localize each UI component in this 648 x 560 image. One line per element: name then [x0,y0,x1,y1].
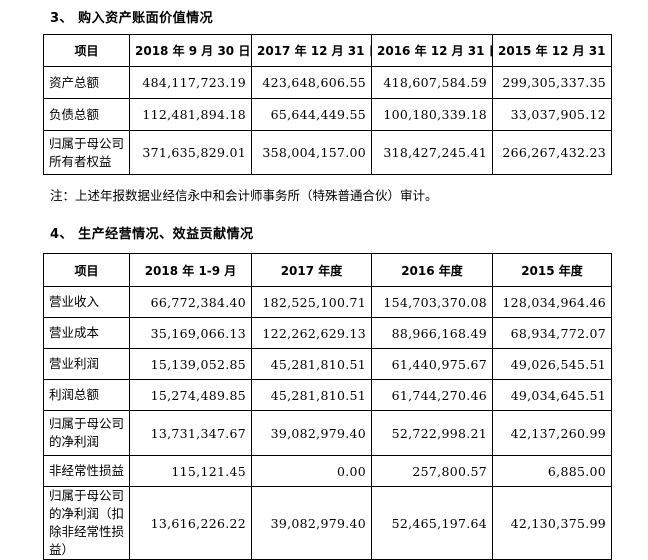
section-title-operations: 4、 生产经营情况、效益贡献情况 [50,227,254,242]
cell-value: 61,440,975.67 [371,348,493,380]
cell-value: 33,037,905.12 [492,98,612,131]
cell-value: 318,427,245.41 [371,130,493,175]
cell-value: 358,004,157.00 [251,130,372,175]
table-row: 负债总额 112,481,894.18 65,644,449.55 100,18… [43,98,612,131]
cell-value: 100,180,339.18 [371,98,493,131]
cell-value: 42,137,260.99 [492,410,612,456]
col-header: 项目 [43,34,130,67]
cell-value: 45,281,810.51 [251,379,372,411]
table-row: 归属于母公司所有者权益 371,635,829.01 358,004,157.0… [43,130,612,175]
cell-value: 112,481,894.18 [129,98,252,131]
cell-value: 15,139,052.85 [129,348,252,380]
cell-value: 61,744,270.46 [371,379,493,411]
col-header: 2016 年度 [371,253,493,287]
cell-value: 39,082,979.40 [251,486,372,560]
cell-value: 13,731,347.67 [129,410,252,456]
cell-value: 299,305,337.35 [492,66,612,99]
col-header: 2016 年 12 月 31 日 [371,34,493,67]
section-title-assets: 3、 购入资产账面价值情况 [50,11,214,26]
row-label: 归属于母公司所有者权益 [43,130,130,175]
col-header: 2015 年度 [492,253,612,287]
cell-value: 154,703,370.08 [371,286,493,318]
cell-value: 371,635,829.01 [129,130,252,175]
cell-value: 6,885.00 [492,455,612,487]
cell-value: 257,800.57 [371,455,493,487]
col-header: 2018 年 9 月 30 日 [129,34,252,67]
col-header: 项目 [43,253,130,287]
table-row: 非经常性损益 115,121.45 0.00 257,800.57 6,885.… [43,455,612,487]
cell-value: 115,121.45 [129,455,252,487]
table-row: 营业利润 15,139,052.85 45,281,810.51 61,440,… [43,348,612,380]
cell-value: 128,034,964.46 [492,286,612,318]
row-label: 资产总额 [43,66,130,99]
cell-value: 65,644,449.55 [251,98,372,131]
cell-value: 88,966,168.49 [371,317,493,349]
cell-value: 52,722,998.21 [371,410,493,456]
table-row: 营业成本 35,169,066.13 122,262,629.13 88,966… [43,317,612,349]
table-row: 归属于母公司的净利润（扣除非经常性损益） 13,616,226.22 39,08… [43,486,612,560]
col-header: 2017 年 12 月 31 日 [251,34,372,67]
row-label: 归属于母公司的净利润（扣除非经常性损益） [43,486,130,560]
cell-value: 182,525,100.71 [251,286,372,318]
col-header: 2015 年 12 月 31 日 [492,34,612,67]
table-row: 营业收入 66,772,384.40 182,525,100.71 154,70… [43,286,612,318]
cell-value: 0.00 [251,455,372,487]
cell-value: 35,169,066.13 [129,317,252,349]
col-header: 2018 年 1-9 月 [129,253,252,287]
cell-value: 39,082,979.40 [251,410,372,456]
row-label: 营业利润 [43,348,130,380]
row-label: 营业收入 [43,286,130,318]
cell-value: 45,281,810.51 [251,348,372,380]
table-header-row: 项目 2018 年 9 月 30 日 2017 年 12 月 31 日 2016… [43,34,612,67]
cell-value: 52,465,197.64 [371,486,493,560]
table-row: 归属于母公司的净利润 13,731,347.67 39,082,979.40 5… [43,410,612,456]
cell-value: 68,934,772.07 [492,317,612,349]
row-label: 负债总额 [43,98,130,131]
operations-table: 项目 2018 年 1-9 月 2017 年度 2016 年度 2015 年度 … [43,253,612,560]
cell-value: 49,026,545.51 [492,348,612,380]
table-row: 资产总额 484,117,723.19 423,648,606.55 418,6… [43,66,612,99]
table-header-row: 项目 2018 年 1-9 月 2017 年度 2016 年度 2015 年度 [43,253,612,287]
cell-value: 266,267,432.23 [492,130,612,175]
col-header: 2017 年度 [251,253,372,287]
cell-value: 418,607,584.59 [371,66,493,99]
cell-value: 42,130,375.99 [492,486,612,560]
cell-value: 15,274,489.85 [129,379,252,411]
row-label: 营业成本 [43,317,130,349]
row-label: 归属于母公司的净利润 [43,410,130,456]
asset-value-table: 项目 2018 年 9 月 30 日 2017 年 12 月 31 日 2016… [43,34,612,175]
cell-value: 484,117,723.19 [129,66,252,99]
cell-value: 66,772,384.40 [129,286,252,318]
row-label: 非经常性损益 [43,455,130,487]
cell-value: 122,262,629.13 [251,317,372,349]
row-label: 利润总额 [43,379,130,411]
cell-value: 49,034,645.51 [492,379,612,411]
cell-value: 13,616,226.22 [129,486,252,560]
cell-value: 423,648,606.55 [251,66,372,99]
audit-note: 注：上述年报数据业经信永中和会计师事务所（特殊普通合伙）审计。 [50,188,438,203]
table-row: 利润总额 15,274,489.85 45,281,810.51 61,744,… [43,379,612,411]
